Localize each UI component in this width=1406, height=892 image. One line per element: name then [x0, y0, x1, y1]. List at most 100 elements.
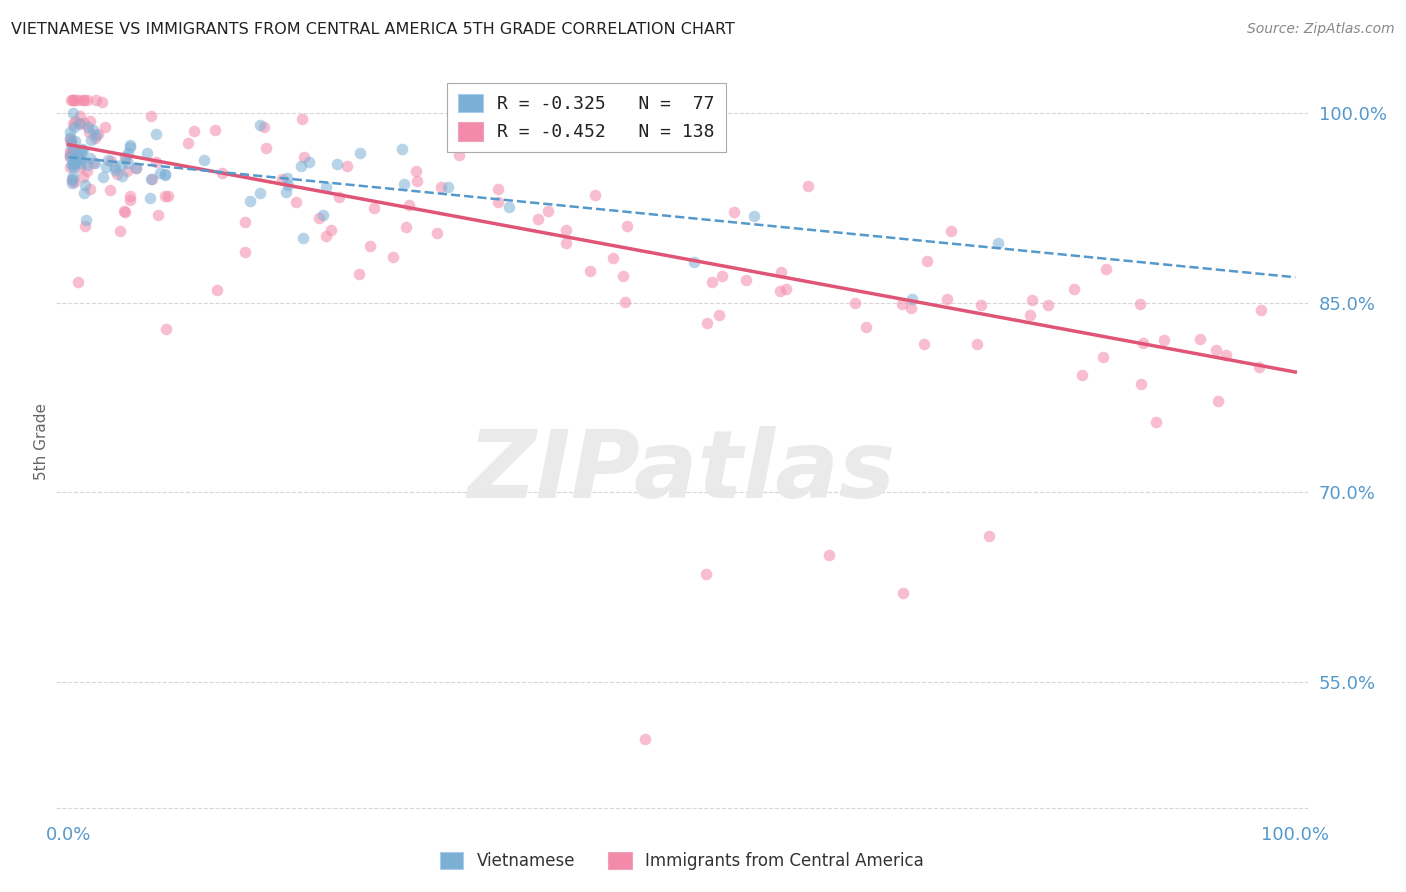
Point [67, 152, 90, 166]
Point [347, 267, 370, 281]
Point [69, 146, 91, 161]
Point [114, 151, 136, 165]
Point [315, 180, 337, 194]
Point [60, 158, 83, 172]
Point [111, 169, 134, 184]
Point [742, 209, 765, 223]
Point [284, 195, 307, 210]
Point [115, 163, 138, 178]
Point [683, 255, 706, 269]
Point [59, 125, 82, 139]
Point [70, 153, 93, 168]
Point [118, 188, 141, 202]
Point [855, 319, 877, 334]
Point [117, 145, 139, 160]
Point [702, 275, 724, 289]
Point [155, 322, 177, 336]
Point [60, 157, 83, 171]
Point [79, 151, 101, 165]
Point [391, 142, 413, 156]
Point [100, 183, 122, 197]
Point [155, 167, 177, 181]
Point [75, 178, 97, 192]
Point [901, 293, 924, 307]
Point [405, 164, 427, 178]
Point [69, 109, 91, 123]
Point [1063, 281, 1085, 295]
Point [82, 123, 104, 137]
Point [486, 182, 509, 196]
Point [711, 268, 734, 283]
Point [249, 119, 271, 133]
Point [59, 131, 82, 145]
Point [63, 156, 86, 170]
Point [60, 144, 83, 158]
Point [72, 93, 94, 107]
Point [153, 189, 176, 203]
Point [65, 153, 87, 168]
Point [326, 156, 349, 170]
Point [72, 169, 94, 184]
Point [72, 143, 94, 157]
Point [96, 160, 118, 174]
Point [141, 109, 163, 123]
Point [891, 586, 914, 600]
Point [311, 208, 333, 222]
Point [60, 134, 83, 148]
Point [79, 125, 101, 139]
Point [59, 149, 82, 163]
Text: ZIPatlas: ZIPatlas [468, 425, 896, 518]
Point [1129, 377, 1152, 392]
Point [583, 188, 606, 202]
Point [207, 283, 229, 297]
Point [1021, 293, 1043, 308]
Point [59, 150, 82, 164]
Point [941, 224, 963, 238]
Point [526, 211, 548, 226]
Point [87, 128, 110, 142]
Point [406, 174, 429, 188]
Point [291, 112, 314, 127]
Point [328, 190, 350, 204]
Point [91, 169, 114, 184]
Point [117, 155, 139, 169]
Point [73, 116, 96, 130]
Point [60, 173, 83, 187]
Point [292, 150, 315, 164]
Point [392, 177, 415, 191]
Point [498, 200, 520, 214]
Point [430, 180, 453, 194]
Point [382, 250, 405, 264]
Point [211, 166, 233, 180]
Point [554, 236, 576, 251]
Point [62, 106, 84, 120]
Point [84, 156, 107, 170]
Point [118, 193, 141, 207]
Point [63, 153, 86, 167]
Point [114, 150, 136, 164]
Point [775, 282, 797, 296]
Point [120, 138, 142, 153]
Point [73, 219, 96, 233]
Point [125, 161, 148, 176]
Point [63, 93, 86, 107]
Point [118, 139, 141, 153]
Point [105, 167, 128, 181]
Point [1188, 332, 1211, 346]
Point [735, 273, 758, 287]
Point [157, 188, 180, 202]
Point [141, 172, 163, 186]
Point [987, 236, 1010, 251]
Point [67, 145, 90, 160]
Point [769, 284, 792, 298]
Y-axis label: 5th Grade: 5th Grade [34, 403, 49, 480]
Point [890, 297, 912, 311]
Point [62, 169, 84, 184]
Point [60, 176, 83, 190]
Point [1250, 302, 1272, 317]
Point [1128, 297, 1150, 311]
Point [770, 265, 793, 279]
Point [612, 269, 634, 284]
Point [1091, 350, 1114, 364]
Point [59, 144, 82, 158]
